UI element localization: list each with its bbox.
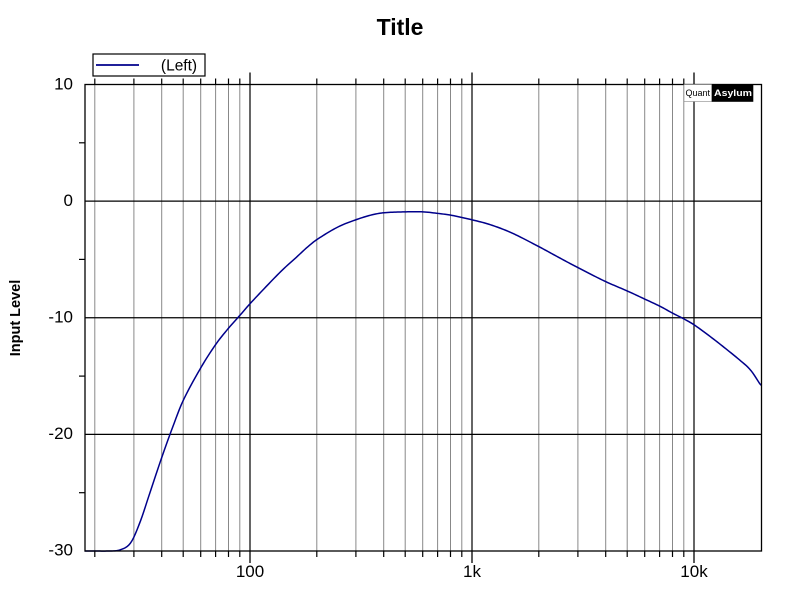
- svg-text:-10: -10: [48, 308, 73, 327]
- svg-text:1k: 1k: [463, 562, 481, 581]
- svg-text:10: 10: [54, 75, 73, 94]
- svg-text:10k: 10k: [680, 562, 708, 581]
- svg-text:(Left): (Left): [161, 58, 197, 75]
- svg-text:Quant: Quant: [686, 88, 711, 98]
- svg-text:-20: -20: [48, 424, 73, 443]
- svg-text:Asylum: Asylum: [714, 88, 752, 98]
- svg-text:100: 100: [236, 562, 264, 581]
- svg-text:-30: -30: [48, 541, 73, 560]
- svg-text:0: 0: [64, 191, 73, 210]
